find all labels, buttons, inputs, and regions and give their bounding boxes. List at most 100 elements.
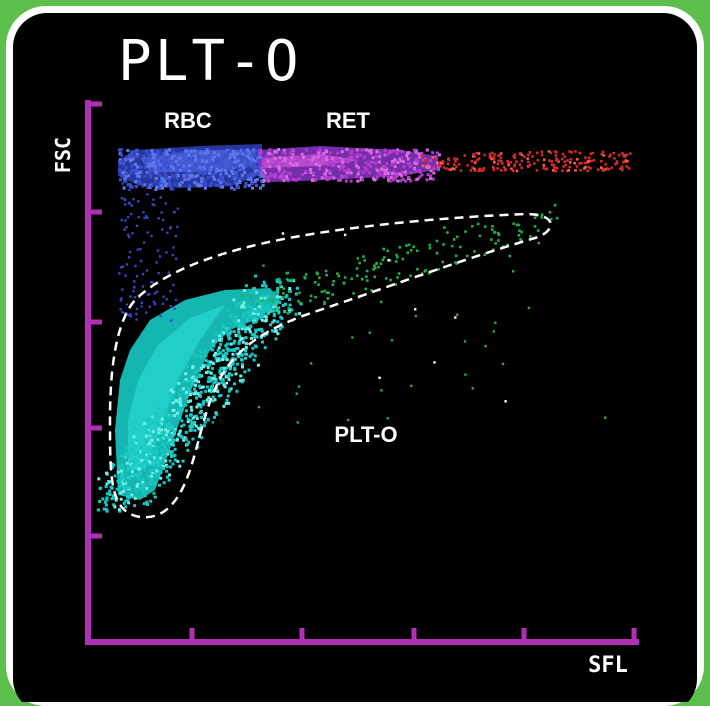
scatter-point xyxy=(165,155,169,159)
scatter-point xyxy=(218,370,222,374)
scatter-point xyxy=(215,183,219,187)
scatter-point xyxy=(188,393,192,397)
scatter-point xyxy=(281,296,284,299)
scatter-point xyxy=(483,153,486,157)
scatter-point xyxy=(177,381,181,385)
scatter-point xyxy=(490,238,493,241)
scatter-point xyxy=(476,222,480,226)
scatter-point xyxy=(440,161,443,165)
scatter-point xyxy=(150,149,154,153)
scatter-point xyxy=(212,381,216,385)
scatter-point xyxy=(278,300,282,304)
scatter-point xyxy=(124,203,127,206)
scatter-point xyxy=(142,241,146,244)
scatter-point xyxy=(298,301,302,305)
scatter-point xyxy=(189,399,192,403)
scatter-point xyxy=(242,166,246,170)
scatter-point xyxy=(212,162,216,166)
scatter-point xyxy=(349,179,353,183)
scatter-point xyxy=(120,218,123,222)
scatter-point xyxy=(251,346,255,350)
scatter-point xyxy=(491,224,494,228)
scatter-point xyxy=(519,238,522,241)
scatter-point xyxy=(119,481,123,485)
scatter-point xyxy=(188,184,192,188)
scatter-point xyxy=(163,151,167,155)
scatter-point xyxy=(332,164,336,168)
scatter-point xyxy=(260,179,264,183)
scatter-point xyxy=(605,167,609,170)
scatter-point xyxy=(386,417,389,420)
scatter-point xyxy=(152,491,156,495)
scatter-point xyxy=(130,449,134,453)
scatter-point xyxy=(243,170,247,175)
scatter-point xyxy=(454,254,458,258)
scatter-point xyxy=(125,303,129,306)
scatter-point xyxy=(191,375,195,379)
scatter-point xyxy=(125,156,129,160)
scatter-point xyxy=(604,416,607,419)
scatter-point xyxy=(336,272,339,275)
scatter-point xyxy=(138,471,142,475)
scatter-point xyxy=(234,175,238,179)
scatter-point xyxy=(170,450,174,454)
scatter-point xyxy=(203,151,207,155)
scatter-point xyxy=(257,328,261,332)
scatter-point xyxy=(174,159,178,163)
scatter-point xyxy=(494,321,497,324)
scatter-point xyxy=(173,414,177,418)
scatter-point xyxy=(309,168,313,171)
scatter-point xyxy=(349,151,353,155)
scatter-point xyxy=(543,158,546,161)
scatter-point xyxy=(282,169,286,173)
scatter-point xyxy=(407,151,411,155)
scatter-point xyxy=(195,405,199,409)
scatter-point xyxy=(391,160,394,163)
scatter-point xyxy=(431,166,435,170)
scatter-point xyxy=(255,169,260,173)
scatter-point xyxy=(244,356,247,360)
scatter-point xyxy=(309,299,312,303)
scatter-point xyxy=(246,326,250,330)
scatter-point xyxy=(220,177,224,181)
scatter-point xyxy=(262,264,265,267)
scatter-point xyxy=(441,162,445,165)
scatter-point xyxy=(240,176,244,180)
scatter-point xyxy=(389,278,392,282)
scatter-point xyxy=(224,182,229,186)
scatter-point xyxy=(386,175,390,179)
scatter-point xyxy=(259,155,263,159)
scatter-point xyxy=(322,152,326,155)
scatter-point xyxy=(371,156,375,160)
scatter-point xyxy=(325,273,328,277)
scatter-point xyxy=(168,427,172,430)
scatter-point xyxy=(384,277,388,280)
scatter-point xyxy=(314,162,318,166)
scatter-point xyxy=(248,151,252,155)
scatter-point xyxy=(261,314,265,318)
scatter-point xyxy=(133,504,137,508)
scatter-point xyxy=(229,365,232,369)
scatter-point xyxy=(298,154,302,158)
scatter-point xyxy=(105,492,109,496)
scatter-point xyxy=(141,481,145,484)
scatter-point xyxy=(157,406,161,410)
scatter-point xyxy=(552,163,556,167)
scatter-point xyxy=(520,159,524,163)
scatter-point xyxy=(401,150,404,153)
scatter-point xyxy=(108,480,111,484)
scatter-point xyxy=(401,257,405,261)
scatter-point xyxy=(143,174,147,178)
scatter-point xyxy=(629,152,632,155)
scatter-point xyxy=(144,426,148,430)
scatter-point xyxy=(209,181,213,185)
scatter-point xyxy=(386,249,390,253)
scatter-point xyxy=(232,348,236,351)
scatter-point xyxy=(151,203,154,206)
scatter-point xyxy=(253,287,257,291)
scatter-point xyxy=(261,294,265,298)
scatter-point xyxy=(309,294,313,298)
scatter-point xyxy=(234,160,238,164)
scatter-point xyxy=(139,248,142,251)
scatter-point xyxy=(119,454,123,458)
